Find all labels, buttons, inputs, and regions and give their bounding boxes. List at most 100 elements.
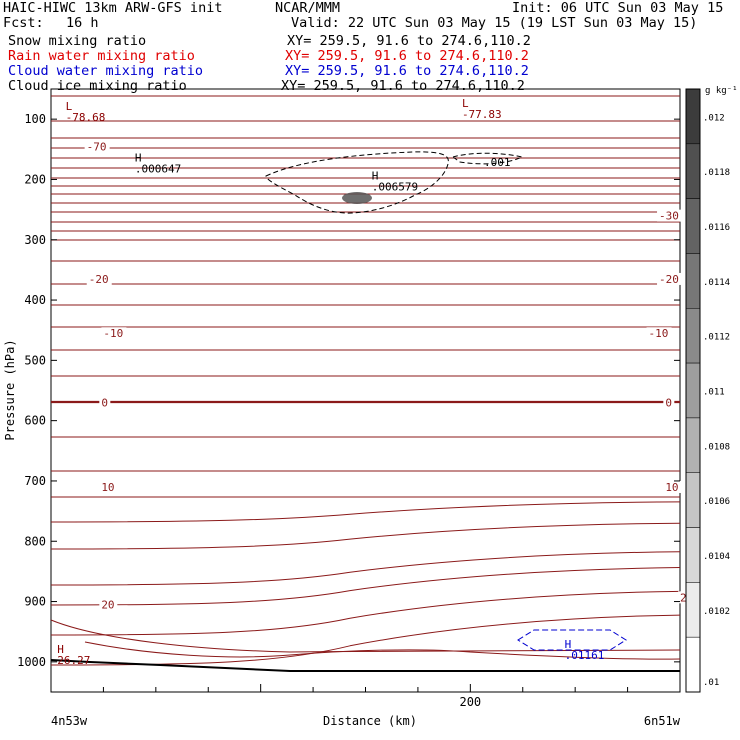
valid-time: Valid: 22 UTC Sun 03 May 15 (19 LST Sun … — [291, 15, 698, 31]
terrain-surface-line — [50, 659, 680, 672]
colorbar-tick-label-1: .0118 — [703, 168, 730, 178]
temperature-label-9: 10 — [665, 481, 678, 494]
temperature-label-bg — [657, 209, 683, 222]
y-tick-label-5: 600 — [24, 414, 46, 428]
extremum-kind-1: L — [462, 97, 469, 110]
snow-contour-east — [451, 152, 524, 165]
isotherm-line-24 — [50, 501, 681, 523]
colorbar-tick-label-7: .0106 — [703, 497, 730, 507]
temperature-label-2: -20 — [89, 273, 109, 286]
field-name-cloud-water: Cloud water mixing ratio — [8, 63, 204, 79]
y-tick-label-9: 1000 — [17, 655, 46, 669]
isotherm-line-25 — [50, 522, 681, 550]
isotherm-line-27 — [50, 567, 681, 606]
y-axis-title: Pressure (hPa) — [3, 339, 17, 440]
colorbar-tick-label-3: .0114 — [703, 278, 730, 288]
snow-contour-label: .001 — [484, 156, 511, 169]
isotherm-line-29 — [50, 614, 681, 666]
x-axis-right-label: 6n51w — [644, 714, 681, 728]
colorbar-swatch-6 — [685, 417, 701, 473]
extremum-kind-3: H — [135, 151, 142, 164]
colorbar-tick-label-0: .012 — [703, 113, 725, 123]
forecast-label: Fcst: — [3, 15, 44, 31]
temperature-label-7: 0 — [665, 397, 672, 410]
cloud-water-contour — [517, 629, 627, 651]
y-tick-label-7: 800 — [24, 534, 46, 548]
temperature-label-bg — [657, 272, 683, 285]
colorbar-tick-label-10: .01 — [703, 678, 719, 688]
temperature-label-1: -30 — [659, 210, 679, 223]
colorbar-tick-label-6: .0108 — [703, 442, 730, 452]
y-tick-label-3: 400 — [24, 293, 46, 307]
field-xy-rain: XY= 259.5, 91.6 to 274.6,110.2 — [285, 48, 529, 64]
temperature-label-bg — [84, 140, 110, 153]
colorbar-swatch-4 — [685, 308, 701, 364]
isotherm-line-28 — [50, 590, 681, 636]
colorbar-swatch-5 — [685, 362, 701, 419]
y-tick-label-2: 300 — [24, 233, 46, 247]
temperature-contours — [50, 95, 681, 666]
field-name-rain: Rain water mixing ratio — [8, 48, 195, 64]
extremum-kind-4: H — [372, 169, 379, 182]
extremum-value-2: 26.27 — [57, 654, 90, 667]
colorbar-tick-label-2: .0116 — [703, 223, 730, 233]
temperature-label-bg — [663, 480, 682, 493]
colorbar-swatch-9 — [685, 582, 701, 638]
y-tick-label-0: 100 — [24, 112, 46, 126]
colorbar-swatch-1 — [685, 143, 701, 199]
colorbar-tick-label-5: .011 — [703, 388, 725, 398]
field-xy-snow: XY= 259.5, 91.6 to 274.6,110.2 — [287, 33, 531, 49]
extremum-value-5: .01161 — [565, 649, 605, 662]
temperature-label-0: -70 — [87, 140, 107, 153]
colorbar-swatch-0 — [685, 88, 701, 145]
extrema-labels: L-78.68L-77.83H26.27H.000647H.006579H.01… — [57, 97, 604, 667]
extremum-kind-5: H — [565, 638, 572, 651]
y-tick-label-8: 900 — [24, 595, 46, 609]
temperature-label-8: 10 — [101, 481, 114, 494]
isotherm-line-26 — [50, 551, 681, 586]
temperature-label-bg — [101, 327, 127, 340]
extremum-kind-0: L — [66, 100, 73, 113]
plot-frame — [50, 88, 681, 693]
colorbar-swatch-8 — [685, 527, 701, 583]
temperature-label-bg — [663, 396, 675, 409]
temperature-label-bg — [99, 598, 118, 611]
extremum-kind-2: H — [57, 643, 64, 656]
x-axis-title: Distance (km) — [323, 714, 417, 728]
forecast-hours: 16 h — [66, 15, 99, 31]
chart-title: HAIC-HIWC 13km ARW-GFS init — [3, 0, 223, 16]
x-tick-label-0: 200 — [459, 695, 481, 709]
temperature-label-10: 20 — [101, 599, 114, 612]
cloud-water-contour-path — [517, 629, 627, 651]
colorbar: .012 .0118 .0116 .0114 .0112 .011 .0108 .0106 .0… — [685, 88, 730, 693]
y-tick-label-1: 200 — [24, 172, 46, 186]
init-time: Init: 06 UTC Sun 03 May 15 — [512, 0, 724, 16]
temperature-label-5: -10 — [649, 327, 669, 340]
extremum-value-3: .000647 — [135, 162, 181, 175]
isotherm-line-low-2 — [50, 619, 681, 653]
colorbar-unit: g kg⁻¹ — [705, 86, 738, 96]
y-tick-label-4: 500 — [24, 353, 46, 367]
field-name-snow: Snow mixing ratio — [8, 33, 147, 49]
field-xy-cloud-water: XY= 259.5, 91.6 to 274.6,110.2 — [285, 63, 529, 79]
temperature-label-bg — [646, 327, 672, 340]
rain-shading-blob — [342, 192, 372, 204]
colorbar-tick-label-8: .0104 — [703, 552, 730, 562]
temperature-label-bg — [86, 272, 112, 285]
extremum-value-0: -78.68 — [66, 111, 106, 124]
colorbar-swatch-7 — [685, 472, 701, 528]
organization-label: NCAR/MMM — [275, 0, 341, 16]
x-axis-left-label: 4n53w — [51, 714, 88, 728]
extremum-value-4: .006579 — [372, 180, 418, 193]
colorbar-swatch-2 — [685, 198, 701, 254]
temperature-labels: -70-30-20-20-10-100010102020 — [84, 140, 696, 612]
colorbar-swatch-3 — [685, 253, 701, 309]
colorbar-tick-label-9: .0102 — [703, 607, 730, 617]
temperature-label-6: 0 — [101, 397, 108, 410]
colorbar-tick-label-4: .0112 — [703, 333, 730, 343]
temperature-label-bg — [99, 396, 111, 409]
y-tick-label-6: 700 — [24, 474, 46, 488]
extremum-value-1: -77.83 — [462, 108, 502, 121]
